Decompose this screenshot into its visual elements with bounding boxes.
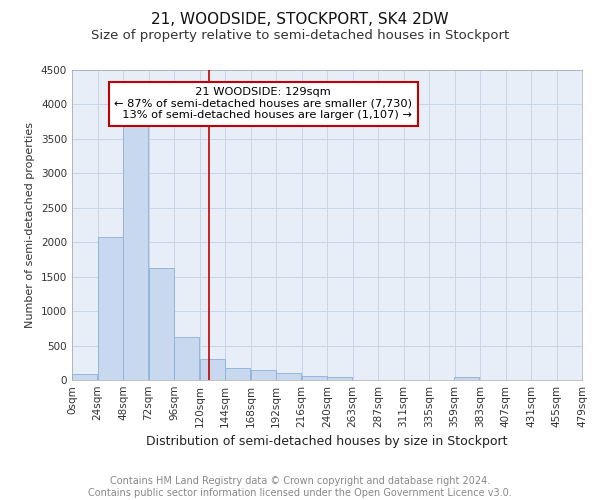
X-axis label: Distribution of semi-detached houses by size in Stockport: Distribution of semi-detached houses by …	[146, 436, 508, 448]
Y-axis label: Number of semi-detached properties: Number of semi-detached properties	[25, 122, 35, 328]
Bar	[454, 376, 479, 380]
Bar	[200, 360, 225, 380]
Bar	[72, 374, 97, 380]
Text: 21 WOODSIDE: 129sqm  
← 87% of semi-detached houses are smaller (7,730)
  13% of: 21 WOODSIDE: 129sqm ← 87% of semi-detach…	[114, 87, 412, 120]
Bar	[327, 377, 352, 380]
Bar	[149, 268, 174, 380]
Bar	[174, 337, 199, 380]
Bar	[251, 370, 276, 380]
Bar	[225, 368, 250, 380]
Text: 21, WOODSIDE, STOCKPORT, SK4 2DW: 21, WOODSIDE, STOCKPORT, SK4 2DW	[151, 12, 449, 28]
Bar	[276, 373, 301, 380]
Text: Size of property relative to semi-detached houses in Stockport: Size of property relative to semi-detach…	[91, 28, 509, 42]
Bar	[302, 376, 327, 380]
Bar	[123, 122, 148, 380]
Bar	[98, 237, 123, 380]
Text: Contains HM Land Registry data © Crown copyright and database right 2024.
Contai: Contains HM Land Registry data © Crown c…	[88, 476, 512, 498]
